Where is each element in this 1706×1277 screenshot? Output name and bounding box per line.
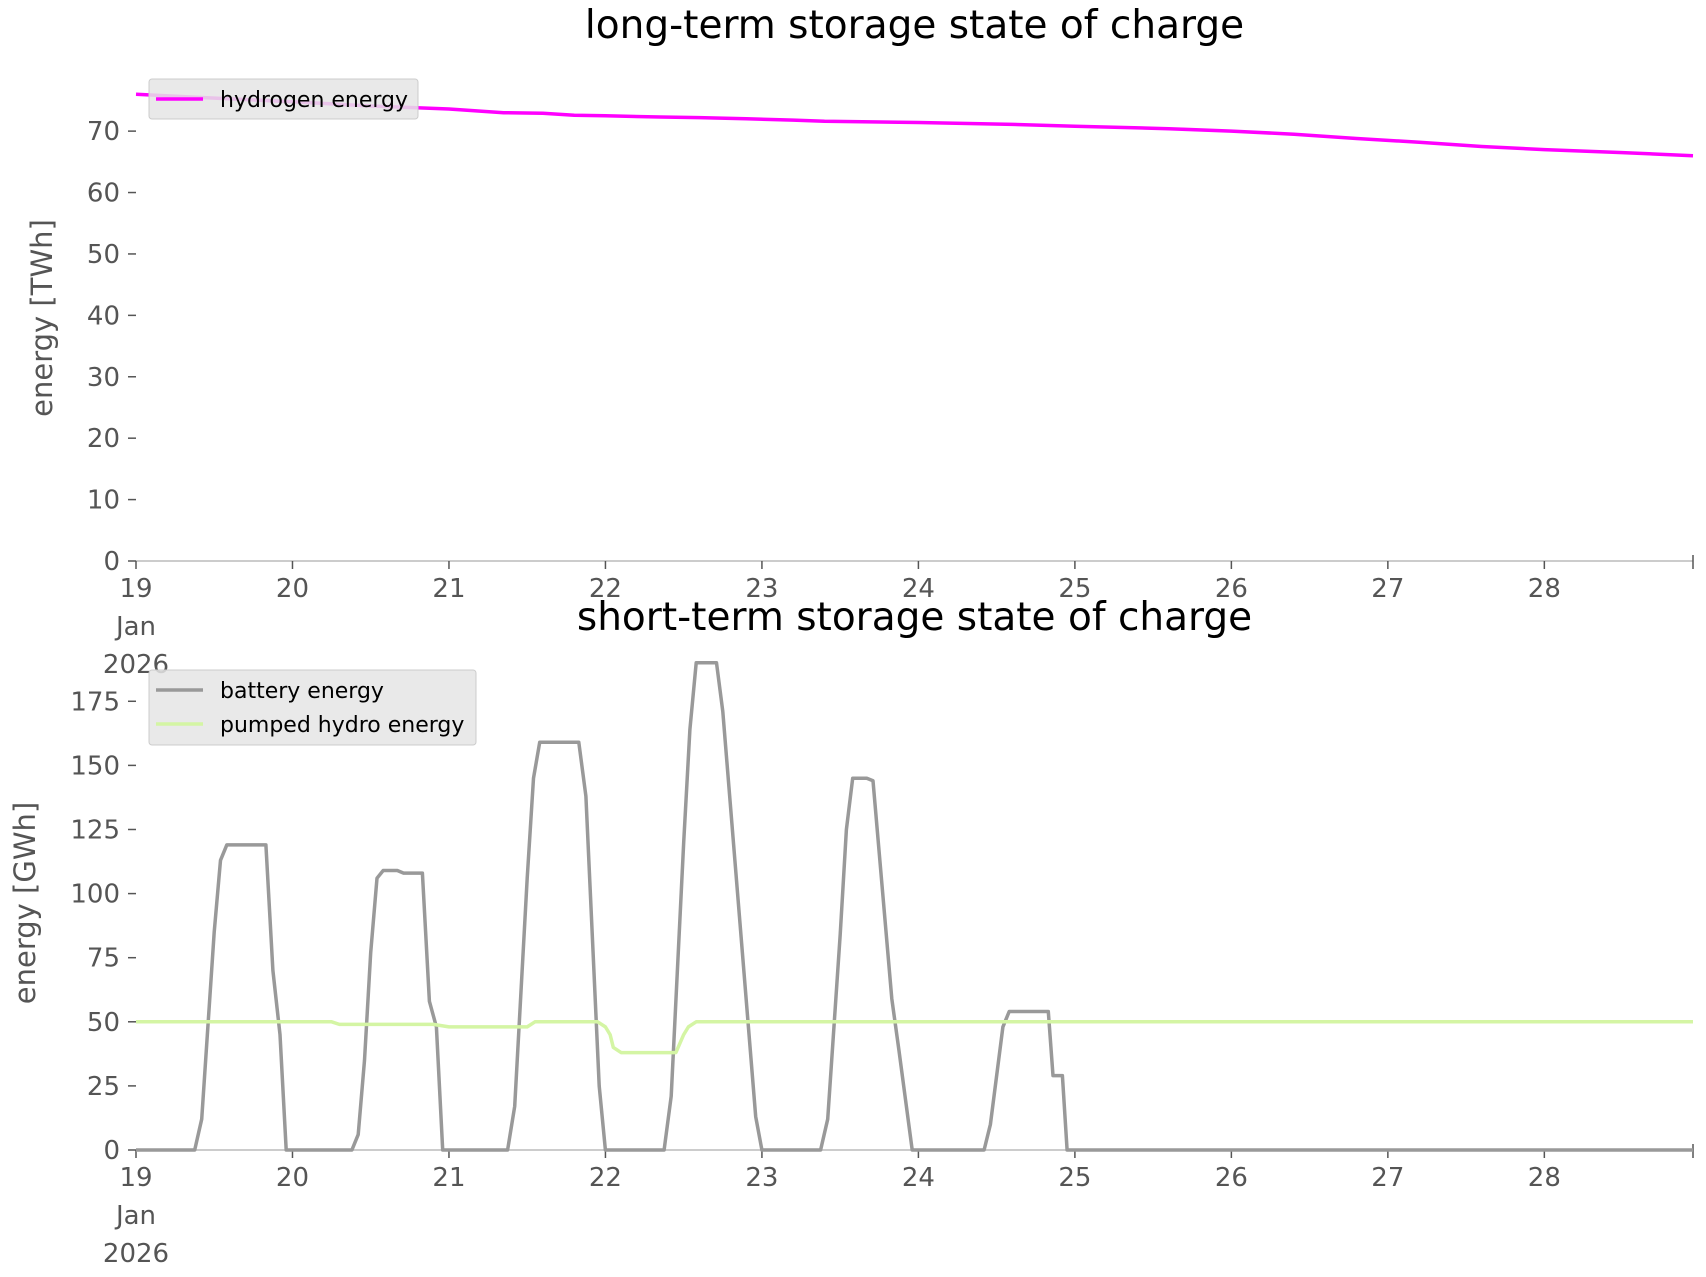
legend-entry: hydrogen energy	[220, 88, 408, 113]
legend: hydrogen energy	[148, 78, 419, 120]
legend-entry: pumped hydro energy	[220, 713, 464, 738]
legend-box	[148, 669, 477, 746]
x-tick-label: 24	[902, 1163, 935, 1193]
y-tick-label: 175	[70, 687, 120, 717]
series-line-2	[136, 1020, 1693, 1055]
y-tick-label: 150	[70, 751, 120, 781]
y-tick-label: 30	[87, 363, 120, 393]
y-tick-label: 50	[87, 240, 120, 270]
x-tick-label: 19	[119, 574, 152, 604]
legend-box	[148, 78, 419, 120]
panel-1: long-term storage state of charge energy …	[25, 3, 1694, 680]
series-line-1	[135, 92, 1694, 158]
x-tick-label: 27	[1371, 574, 1404, 604]
legend: battery energy pumped hydro energy	[148, 669, 477, 746]
x-tick-label: 20	[276, 574, 309, 604]
x-tick-label: 21	[432, 574, 465, 604]
x-tick-label: 25	[1058, 574, 1091, 604]
x-tick-label: 2026	[103, 1239, 169, 1269]
x-tick-label: 28	[1528, 574, 1561, 604]
x-tick-label: 23	[745, 574, 778, 604]
x-tick-label: 21	[432, 1163, 465, 1193]
x-tick-label: 22	[589, 574, 622, 604]
y-tick-label: 20	[87, 424, 120, 454]
y-tick-label: 100	[70, 880, 120, 910]
x-tick-label: Jan	[114, 612, 156, 642]
x-tick-label: 26	[1215, 1163, 1248, 1193]
chart-title: short-term storage state of charge	[577, 595, 1252, 640]
x-tick-label: 28	[1528, 1163, 1561, 1193]
panel-2: short-term storage state of charge energy…	[8, 595, 1694, 1269]
y-tick-label: 125	[70, 815, 120, 845]
y-axis-label: energy [GWh]	[8, 802, 42, 1004]
y-tick-label: 0	[103, 547, 120, 577]
y-axis-label: energy [TWh]	[25, 219, 59, 417]
y-tick-label: 60	[87, 179, 120, 209]
x-tick-label: 25	[1058, 1163, 1091, 1193]
x-tick-label: 19	[119, 1163, 152, 1193]
y-tick-label: 50	[87, 1008, 120, 1038]
series-line-1	[136, 661, 1693, 1152]
x-tick-label: 20	[276, 1163, 309, 1193]
legend-entry: battery energy	[220, 679, 384, 704]
x-tick-label: 22	[589, 1163, 622, 1193]
x-tick-label: 24	[902, 574, 935, 604]
y-tick-label: 75	[87, 944, 120, 974]
x-tick-label: 27	[1371, 1163, 1404, 1193]
x-tick-label: Jan	[114, 1201, 156, 1231]
y-tick-label: 0	[103, 1136, 120, 1166]
x-tick-label: 26	[1215, 574, 1248, 604]
y-tick-label: 70	[87, 117, 120, 147]
y-tick-label: 40	[87, 301, 120, 331]
x-tick-label: 23	[745, 1163, 778, 1193]
y-tick-label: 25	[87, 1072, 120, 1102]
chart-title: long-term storage state of charge	[585, 3, 1244, 48]
y-tick-label: 10	[87, 486, 120, 516]
